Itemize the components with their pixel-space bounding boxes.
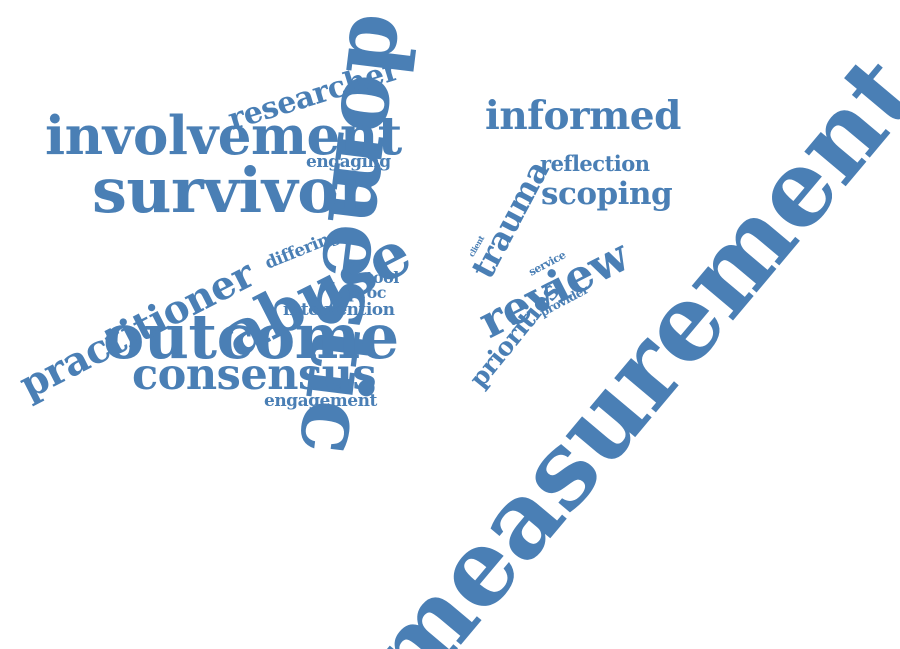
word-reflection: reflection <box>540 151 650 176</box>
word-consensus: consensus <box>132 350 377 400</box>
word-outcome: outcome <box>103 300 399 373</box>
word-survivor: survivor <box>92 154 371 227</box>
word-engagement: engagement <box>264 391 377 411</box>
word-proc: proc <box>348 283 387 302</box>
word-intervention: intervention <box>283 300 395 320</box>
word-scoping: scoping <box>541 176 673 212</box>
word-involvement: involvement <box>45 105 402 167</box>
word-informed: informed <box>485 93 681 139</box>
word-engaging: engaging <box>306 152 391 172</box>
word-tool: tool <box>366 268 399 287</box>
